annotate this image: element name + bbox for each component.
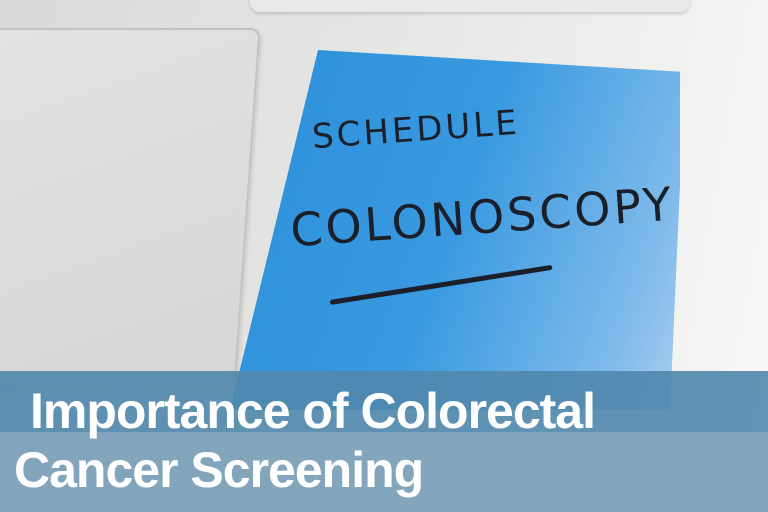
laptop-screen-edge bbox=[250, 0, 690, 12]
title-band-bottom bbox=[0, 432, 768, 512]
laptop-trackpad bbox=[0, 28, 261, 388]
title-band-top bbox=[0, 371, 768, 432]
title-line-2: Cancer Screening bbox=[14, 442, 424, 498]
title-line-1: Importance of Colorectal bbox=[30, 383, 596, 439]
sticky-note bbox=[230, 50, 680, 410]
